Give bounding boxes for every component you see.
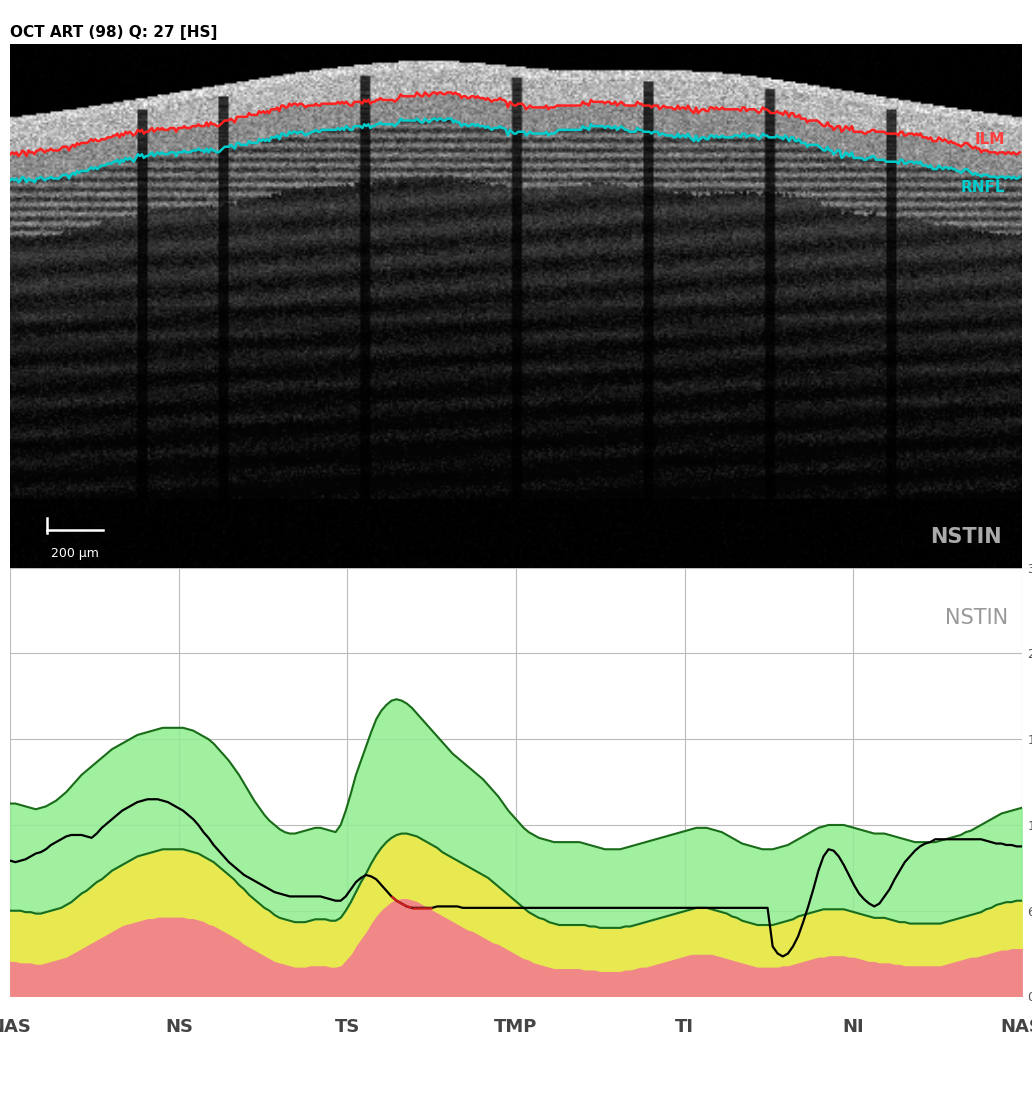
Text: ILM: ILM (975, 131, 1005, 147)
Text: OCT ART (98) Q: 27 [HS]: OCT ART (98) Q: 27 [HS] (10, 25, 218, 39)
Text: NSTIN: NSTIN (930, 527, 1001, 546)
Text: NSTIN: NSTIN (945, 608, 1008, 627)
Text: RNFL: RNFL (961, 181, 1005, 195)
Text: 200 μm: 200 μm (51, 546, 99, 560)
